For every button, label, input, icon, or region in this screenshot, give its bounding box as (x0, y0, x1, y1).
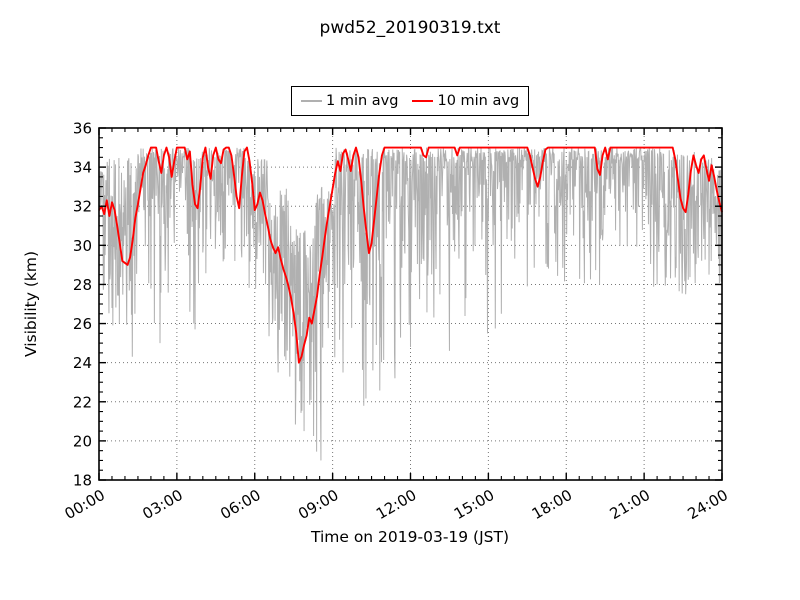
legend-item-10min: 10 min avg (412, 93, 519, 109)
plot-frame (98, 127, 723, 481)
x-tick-label: 18:00 (529, 486, 575, 523)
y-tick-label: 20 (73, 432, 92, 450)
x-tick-label: 12:00 (373, 486, 419, 523)
y-tick-label: 26 (73, 315, 92, 333)
y-tick-label: 24 (73, 354, 92, 372)
y-tick-label: 32 (73, 198, 92, 216)
y-tick-label: 18 (73, 472, 92, 490)
x-tick-label: 06:00 (217, 486, 263, 523)
x-tick-label: 09:00 (295, 486, 341, 523)
x-tick-label: 00:00 (62, 486, 108, 523)
x-tick-label: 15:00 (451, 486, 497, 523)
series-1min-line (98, 146, 723, 461)
x-tick-label: 24:00 (685, 486, 731, 523)
y-tick-label: 34 (73, 159, 92, 177)
legend-label-10min: 10 min avg (437, 93, 520, 109)
legend-label-1min: 1 min avg (326, 93, 399, 109)
x-tick-label: 03:00 (139, 486, 185, 523)
legend-line-red (412, 100, 434, 102)
x-axis-label: Time on 2019-03-19 (JST) (310, 528, 510, 546)
y-tick-label: 36 (73, 120, 92, 138)
y-axis-label: Visibility (km) (22, 250, 40, 358)
y-tick-label: 30 (73, 237, 92, 255)
legend: 1 min avg 10 min avg (291, 86, 530, 116)
x-tick-label: 21:00 (607, 486, 653, 523)
y-tick-label: 28 (73, 276, 92, 294)
chart-title: pwd52_20190319.txt (319, 18, 501, 38)
series-10min-line (98, 146, 723, 364)
y-tick-label: 22 (73, 393, 92, 411)
legend-item-1min: 1 min avg (301, 93, 398, 109)
legend-line-gray (301, 100, 322, 102)
